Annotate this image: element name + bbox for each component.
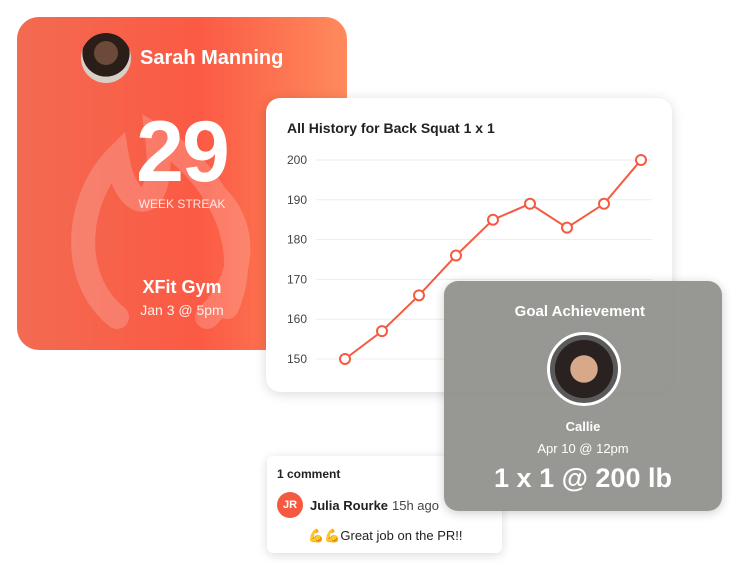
y-tick-label: 200	[287, 153, 307, 167]
user-name: Callie	[565, 419, 601, 434]
y-tick-label: 160	[287, 312, 307, 326]
data-point	[413, 289, 425, 302]
gym-date: Jan 3 @ 5pm	[140, 302, 224, 318]
data-point	[524, 197, 536, 210]
data-point	[450, 249, 462, 262]
data-point	[487, 213, 499, 226]
goal-title: Goal Achievement	[514, 303, 645, 320]
avatar	[547, 332, 621, 406]
data-point	[561, 221, 573, 234]
goal-achievement-card: Goal Achievement Callie Apr 10 @ 12pm 1 …	[444, 281, 722, 511]
comment-author[interactable]: Julia Rourke	[310, 498, 389, 513]
avatar	[81, 33, 131, 83]
avatar: JR	[277, 492, 303, 518]
comment-count: 1 comment	[277, 467, 341, 481]
data-point	[376, 325, 388, 338]
streak-count: 29	[136, 104, 230, 200]
goal-date: Apr 10 @ 12pm	[537, 441, 629, 456]
data-point	[598, 197, 610, 210]
gym-name: XFit Gym	[142, 277, 222, 297]
data-point	[635, 154, 647, 166]
flame-icon	[71, 114, 251, 329]
goal-result: 1 x 1 @ 200 lb	[494, 463, 672, 493]
comment-text: 💪💪Great job on the PR!!	[308, 528, 463, 543]
comment-time: 15h ago	[392, 498, 439, 513]
y-tick-label: 180	[287, 233, 307, 247]
chart-title: All History for Back Squat 1 x 1	[287, 120, 495, 136]
user-name: Sarah Manning	[140, 47, 284, 69]
y-tick-label: 190	[287, 193, 307, 207]
y-tick-label: 150	[287, 352, 307, 366]
data-point	[339, 353, 351, 365]
y-tick-label: 170	[287, 272, 307, 286]
streak-label: WEEK STREAK	[138, 197, 226, 211]
